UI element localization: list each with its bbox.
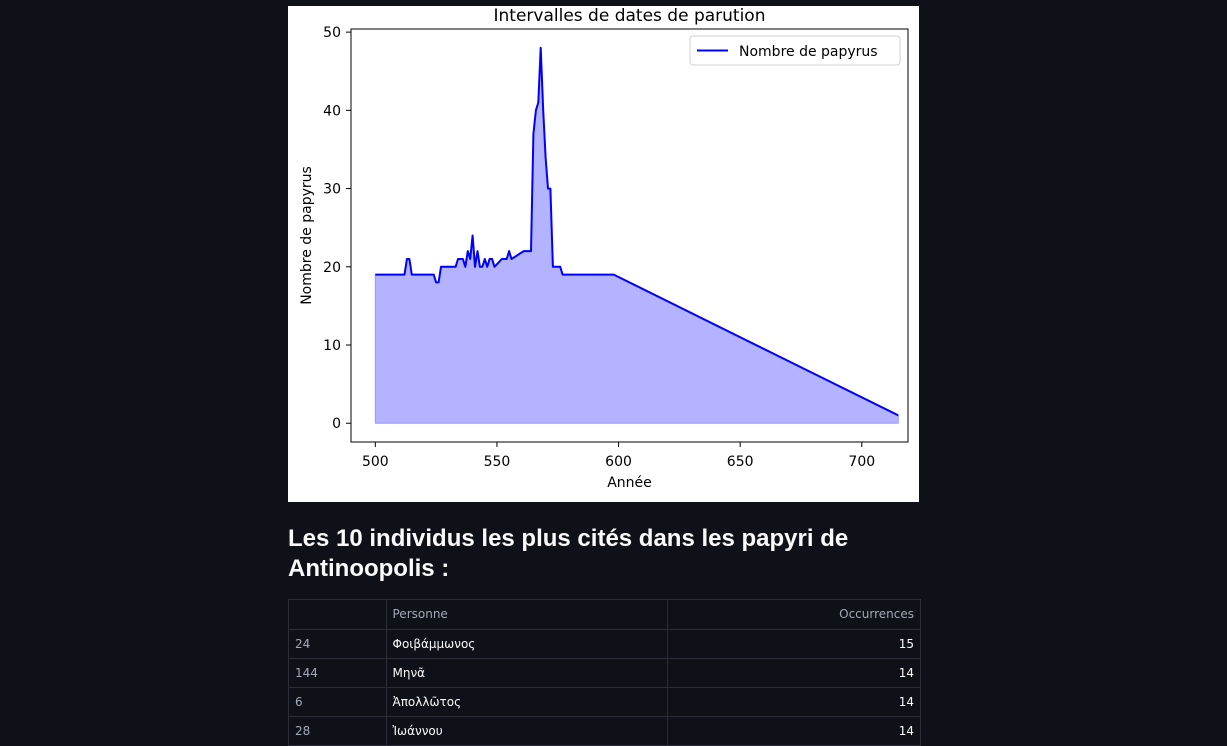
y-axis-label: Nombre de papyrus [299,166,315,305]
row-index: 6 [289,687,387,717]
x-tick-label: 550 [484,454,511,470]
row-index: 28 [289,716,387,746]
x-tick-label: 500 [362,454,389,470]
row-person[interactable]: Μηνᾶ [386,658,668,688]
y-tick-label: 0 [332,416,341,432]
y-tick-label: 10 [323,338,341,354]
chart-figure: Intervalles de dates de parution 500 550 60… [288,6,919,502]
chart-title: Intervalles de dates de parution [494,6,766,26]
row-index: 144 [289,658,387,688]
row-person[interactable]: Ἰωάννου [386,716,668,746]
legend-label: Nombre de papyrus [739,44,878,60]
row-occurrences[interactable]: 15 [667,629,920,659]
table-header-row: Personne Occurrences [289,600,920,630]
x-axis-label: Année [607,475,652,491]
row-occurrences[interactable]: 14 [667,658,920,688]
y-tick-label: 20 [323,260,341,276]
legend-box [689,35,901,66]
row-person[interactable]: Φοιβάμμωνος [386,629,668,659]
row-person[interactable]: Ἀπολλῶτος [386,687,668,717]
table-row[interactable]: 28 Ἰωάννου 14 [289,716,920,746]
series-area-fill [374,47,899,424]
x-tick-label: 600 [605,454,632,470]
table-row[interactable]: 144 Μηνᾶ 14 [289,658,920,688]
table-row[interactable]: 24 Φοιβάμμωνος 15 [289,629,920,659]
y-tick-label: 30 [323,182,341,198]
section-title: Les 10 individus les plus cités dans les… [288,525,849,582]
table-row[interactable]: 6 Ἀπολλῶτος 14 [289,687,920,717]
column-header-index[interactable] [289,600,387,630]
plot-frame [350,28,909,443]
x-tick-label: 700 [848,454,875,470]
x-tick-label: 650 [727,454,754,470]
row-occurrences[interactable]: 14 [667,716,920,746]
column-header-occurrences[interactable]: Occurrences [667,600,920,630]
y-tick-label: 50 [323,25,341,41]
series-line [375,46,899,417]
top-individuals-table[interactable]: Personne Occurrences 24 Φοιβάμμωνος 15 1… [288,599,921,746]
y-tick-label: 40 [323,103,341,119]
row-occurrences[interactable]: 14 [667,687,920,717]
column-header-personne[interactable]: Personne [386,600,668,630]
row-index: 24 [289,629,387,659]
